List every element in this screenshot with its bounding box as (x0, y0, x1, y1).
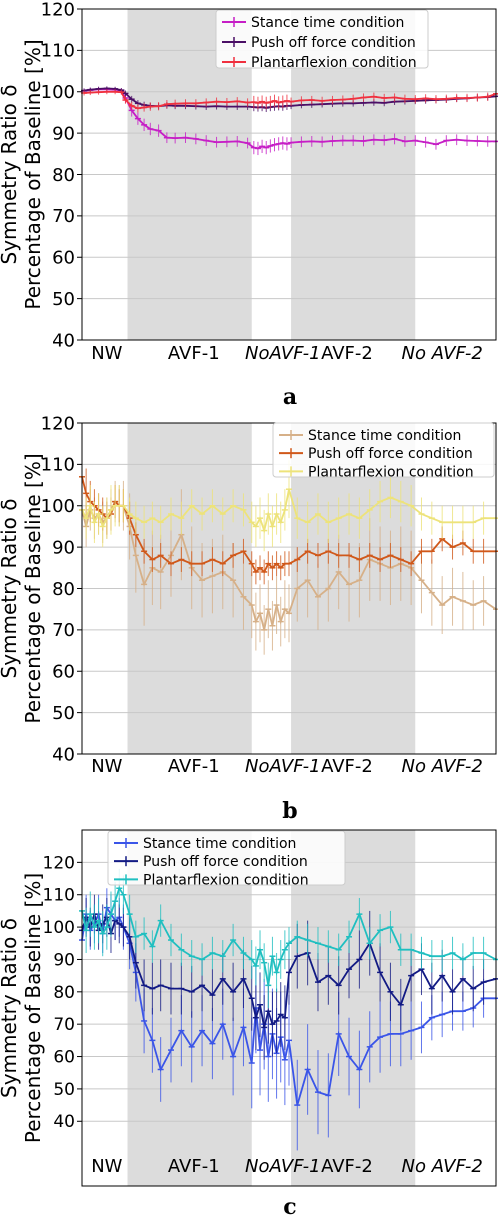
panel-letter: a (283, 384, 297, 410)
y-tick-label: 40 (52, 744, 75, 765)
legend: Stance time condition Push off force cond… (215, 9, 429, 71)
y-tick-label: 40 (52, 330, 75, 351)
y-tick-label: 110 (41, 455, 75, 476)
legend: Stance time condition Push off force cond… (107, 830, 346, 888)
y-tick-label: 80 (53, 983, 75, 1003)
series-2 (79, 894, 498, 1060)
y-tick-label: 100 (41, 496, 75, 517)
y-tick-label: 120 (41, 413, 75, 434)
chart-panel-b: 40 50 60 70 80 90 100 110 120 NW AVF-1 NoAVF-1 AVF-2… (0, 413, 498, 824)
phase-label: NoAVF-1 (245, 1156, 321, 1177)
y-tick-label: 120 (41, 0, 75, 20)
y-axis-label: Percentage of Baseline [%] (21, 873, 45, 1143)
y-tick-label: 120 (43, 853, 75, 873)
y-tick-label: 90 (52, 537, 75, 558)
chart-panel-a: 40 50 60 70 80 90 100 110 120 NW AVF-1 NoAVF-1 AVF-2… (0, 0, 498, 410)
series-3 (79, 868, 498, 1008)
phase-label: No AVF-2 (402, 343, 483, 364)
legend-label: Push off force condition (251, 35, 416, 51)
y-tick-label: 90 (53, 950, 75, 970)
phase-label: No AVF-2 (402, 756, 483, 777)
y-axis-label: Percentage of Baseline [%] (21, 39, 45, 309)
legend-box (107, 830, 346, 886)
y-tick-label: 80 (52, 165, 75, 186)
y-tick-label: 60 (52, 662, 75, 683)
legend-label: Stance time condition (251, 15, 404, 31)
shaded-region-1 (127, 830, 252, 1186)
phase-label: NW (91, 756, 122, 777)
y-tick-label: 40 (53, 1112, 75, 1132)
y-tick-label: 70 (52, 620, 75, 641)
panel-letter: c (283, 1194, 296, 1220)
y-tick-label: 70 (52, 206, 75, 227)
y-tick-label: 90 (52, 123, 75, 144)
y-axis-label: Percentage of Baseline [%] (21, 453, 45, 723)
phase-label: AVF-2 (321, 343, 373, 364)
phase-label: AVF-2 (321, 1156, 373, 1177)
phase-label: No AVF-2 (402, 1156, 483, 1177)
y-axis-label: Symmetry Ratio δ (0, 499, 21, 679)
y-tick-label: 80 (52, 579, 75, 600)
phase-label: NoAVF-1 (245, 343, 321, 364)
legend-label: Push off force condition (308, 446, 473, 462)
phase-label: AVF-1 (168, 756, 220, 777)
shaded-region-2 (291, 830, 416, 1186)
panel-letter: b (282, 798, 297, 824)
y-tick-label: 50 (52, 703, 75, 724)
y-tick-label: 110 (43, 886, 75, 906)
y-axis-label: Symmetry Ratio δ (0, 918, 21, 1098)
legend-label: Plantarflexion condition (251, 55, 417, 71)
legend: Stance time condition Push off force cond… (272, 422, 495, 480)
y-tick-label: 50 (52, 289, 75, 310)
phase-label: NW (91, 1156, 122, 1177)
phase-label: NoAVF-1 (245, 756, 321, 777)
y-axis-label: Symmetry Ratio δ (0, 85, 21, 265)
legend-label: Push off force condition (143, 854, 308, 870)
legend-box (272, 422, 495, 478)
plot-frame (81, 8, 497, 341)
legend-label: Plantarflexion condition (308, 464, 474, 480)
phase-label: NW (91, 343, 122, 364)
phase-label: AVF-2 (321, 756, 373, 777)
legend-label: Stance time condition (143, 836, 296, 852)
y-tick-label: 60 (52, 248, 75, 269)
phase-label: AVF-1 (168, 343, 220, 364)
series-3 (79, 460, 498, 552)
plot-frame (81, 829, 497, 1187)
y-tick-label: 100 (43, 918, 75, 938)
legend-label: Plantarflexion condition (143, 872, 309, 888)
y-tick-label: 50 (53, 1080, 75, 1100)
phase-label: AVF-1 (168, 1156, 220, 1177)
y-tick-label: 70 (53, 1015, 75, 1035)
y-tick-label: 110 (41, 41, 75, 62)
y-tick-label: 60 (53, 1047, 75, 1067)
legend-label: Stance time condition (308, 428, 461, 444)
legend-box (215, 9, 429, 69)
chart-panel-c: 40 50 60 70 80 90 100 110 120 NW AVF-1 NoAVF-1 AVF-2… (0, 829, 498, 1220)
y-tick-label: 100 (41, 82, 75, 103)
